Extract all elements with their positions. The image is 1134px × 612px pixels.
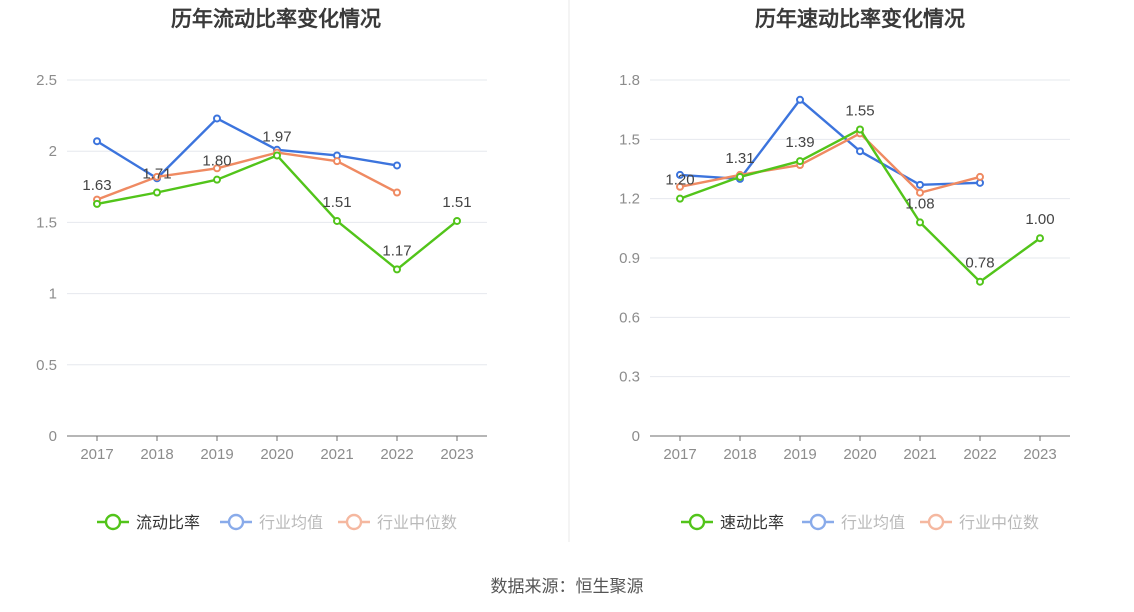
x-tick-label: 2018 — [140, 446, 173, 463]
x-tick-label: 2021 — [320, 446, 353, 463]
y-tick-label: 1.5 — [619, 131, 640, 148]
series-point-0[interactable] — [273, 151, 281, 160]
series-point-1[interactable] — [676, 170, 684, 179]
series-point-0[interactable] — [333, 216, 341, 225]
series-line-2 — [96, 151, 398, 201]
series-point-0[interactable] — [676, 194, 684, 203]
y-tick-label: 0.5 — [36, 357, 57, 374]
legend-label: 行业均值 — [259, 514, 323, 532]
y-tick-label: 0.3 — [619, 369, 640, 386]
series-point-1[interactable] — [856, 147, 864, 156]
x-tick-label: 2019 — [783, 446, 816, 463]
x-tick-label: 2019 — [200, 446, 233, 463]
legend-marker — [809, 513, 827, 531]
series-point-1[interactable] — [213, 114, 221, 123]
data-label: 1.39 — [785, 134, 814, 151]
y-tick-label: 1 — [49, 286, 57, 303]
x-tick-label: 2022 — [963, 446, 996, 463]
series-point-2[interactable] — [976, 172, 984, 181]
x-tick-label: 2020 — [260, 446, 293, 463]
legend-item-1[interactable]: 行业均值 — [220, 513, 323, 532]
x-tick-label: 2023 — [1023, 446, 1056, 463]
quick-ratio-chart: 历年速动比率变化情况 0 0.3 0.6 0.9 1.2 1.5 1.8 2017 2018 201… — [619, 7, 1070, 532]
x-tick-label: 2021 — [903, 446, 936, 463]
chart-title: 历年速动比率变化情况 — [755, 7, 965, 31]
y-tick-label: 1.8 — [619, 72, 640, 89]
data-label: 1.20 — [665, 172, 694, 189]
data-label: 1.80 — [202, 153, 231, 170]
series-point-0[interactable] — [1036, 234, 1044, 243]
legend-label: 速动比率 — [720, 514, 784, 532]
source-note: 数据来源：恒生聚源 — [491, 577, 644, 596]
series-point-0[interactable] — [393, 265, 401, 274]
y-tick-label: 0.6 — [619, 309, 640, 326]
data-label: 1.51 — [322, 194, 351, 211]
x-tick-label: 2023 — [440, 446, 473, 463]
y-tick-label: 1.2 — [619, 191, 640, 208]
x-tick-label: 2022 — [380, 446, 413, 463]
series-point-2[interactable] — [676, 182, 684, 191]
legend-item-2[interactable]: 行业中位数 — [920, 513, 1039, 532]
legend-marker — [927, 513, 945, 531]
data-label: 1.55 — [845, 102, 874, 119]
series-point-2[interactable] — [393, 188, 401, 197]
legend-item-0[interactable]: 速动比率 — [681, 513, 784, 532]
series-point-2[interactable] — [916, 188, 924, 197]
series-point-2[interactable] — [333, 157, 341, 166]
series-point-1[interactable] — [916, 180, 924, 189]
y-tick-label: 2.5 — [36, 72, 57, 89]
series-point-0[interactable] — [93, 199, 101, 208]
series-point-2[interactable] — [153, 172, 161, 181]
legend-label: 行业中位数 — [959, 514, 1039, 532]
x-tick-label: 2017 — [663, 446, 696, 463]
data-label: 1.08 — [905, 195, 934, 212]
data-label: 1.00 — [1025, 211, 1054, 228]
series-point-0[interactable] — [976, 277, 984, 286]
x-tick-label: 2018 — [723, 446, 756, 463]
y-tick-label: 0.9 — [619, 250, 640, 267]
data-label: 1.31 — [725, 150, 754, 167]
series-point-0[interactable] — [796, 157, 804, 166]
current-ratio-chart: 历年流动比率变化情况 0 0.5 1 1.5 2 2.5 2017 2018 2019 2020 20… — [36, 7, 487, 532]
legend-marker — [345, 513, 363, 531]
series-point-0[interactable] — [153, 188, 161, 197]
y-tick-label: 2 — [49, 143, 57, 160]
legend-label: 行业中位数 — [377, 514, 457, 532]
legend-marker — [104, 513, 122, 531]
x-tick-label: 2017 — [80, 446, 113, 463]
series-point-1[interactable] — [393, 161, 401, 170]
series-line-1 — [96, 117, 398, 180]
series-point-1[interactable] — [796, 95, 804, 104]
legend-label: 流动比率 — [136, 514, 200, 532]
legend-item-1[interactable]: 行业均值 — [802, 513, 905, 532]
data-label: 1.17 — [382, 242, 411, 259]
series-line-1 — [679, 98, 981, 187]
series-point-2[interactable] — [213, 164, 221, 173]
legend-item-0[interactable]: 流动比率 — [97, 513, 200, 532]
data-label: 1.63 — [82, 177, 111, 194]
series-point-1[interactable] — [93, 137, 101, 146]
data-label: 0.78 — [965, 255, 994, 272]
series-point-0[interactable] — [736, 172, 744, 181]
y-tick-label: 0 — [632, 428, 640, 445]
data-label: 1.97 — [262, 128, 291, 145]
x-tick-label: 2020 — [843, 446, 876, 463]
legend-label: 行业均值 — [841, 514, 905, 532]
chart-title: 历年流动比率变化情况 — [171, 7, 381, 31]
data-label: 1.51 — [442, 194, 471, 211]
data-label: 1.71 — [142, 165, 171, 182]
series-point-0[interactable] — [916, 218, 924, 227]
legend-item-2[interactable]: 行业中位数 — [338, 513, 457, 532]
series-line-2 — [679, 132, 981, 194]
y-tick-label: 1.5 — [36, 214, 57, 231]
series-point-0[interactable] — [856, 125, 864, 134]
legend-marker — [688, 513, 706, 531]
series-point-0[interactable] — [453, 216, 461, 225]
series-point-0[interactable] — [213, 175, 221, 184]
y-tick-label: 0 — [49, 428, 57, 445]
legend-marker — [227, 513, 245, 531]
